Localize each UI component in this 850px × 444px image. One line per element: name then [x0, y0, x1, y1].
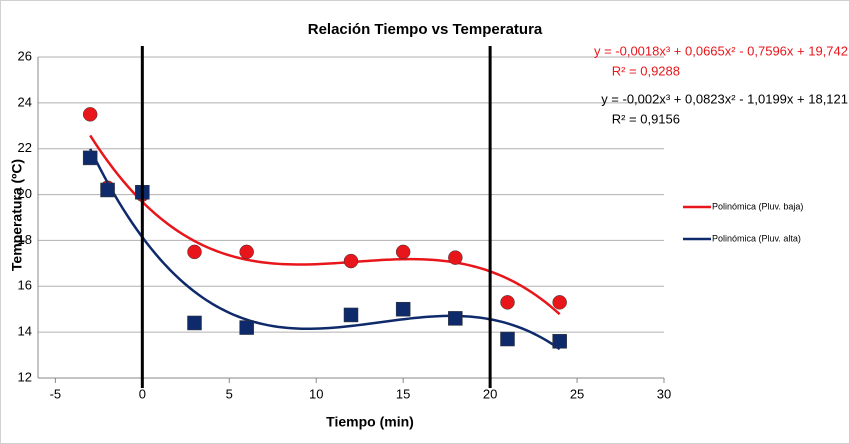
x-tick-label: 20: [483, 386, 497, 401]
x-tick-label: 5: [226, 386, 233, 401]
y-tick-label: 26: [18, 48, 32, 63]
y-tick-label: 22: [18, 140, 32, 155]
data-point: [239, 244, 254, 260]
y-tick-label: 18: [18, 232, 32, 247]
chart-title: Relación Tiempo vs Temperatura: [308, 21, 543, 38]
data-point: [82, 107, 98, 122]
y-tick-label: 24: [18, 94, 32, 109]
data-point: [500, 331, 515, 347]
data-point: [500, 295, 515, 310]
x-tick-label: 0: [139, 386, 146, 401]
x-tick-label: -5: [50, 386, 62, 401]
data-point: [343, 307, 359, 323]
data-point: [552, 334, 567, 349]
x-axis-label: Tiempo (min): [326, 414, 414, 430]
data-point: [239, 320, 254, 335]
trend-r2: R² = 0,9288: [612, 63, 680, 78]
y-tick-label: 14: [18, 324, 32, 339]
trend-r2: R² = 0,9156: [612, 111, 680, 126]
data-point: [82, 150, 98, 166]
x-tick-label: 30: [657, 386, 671, 401]
y-tick-label: 20: [18, 186, 32, 201]
data-point: [395, 301, 411, 317]
trend-equation: y = -0,002x³ + 0,0823x² - 1,0199x + 18,1…: [601, 91, 848, 106]
data-point: [448, 250, 463, 265]
trend-equation: y = -0,0018x³ + 0,0665x² - 0,7596x + 19,…: [594, 43, 848, 58]
data-point: [187, 315, 202, 331]
data-point: [100, 182, 115, 198]
data-point: [448, 311, 463, 326]
x-tick-label: 25: [570, 386, 584, 401]
data-point: [343, 253, 359, 269]
trendline: [89, 134, 561, 316]
data-point: [187, 244, 202, 260]
legend-label: Polinómica (Pluv. baja): [712, 201, 803, 211]
legend-label: Polinómica (Pluv. alta): [712, 233, 801, 243]
y-tick-label: 12: [18, 369, 32, 384]
data-point: [552, 295, 567, 310]
x-tick-label: 15: [396, 386, 410, 401]
trendline: [89, 148, 561, 351]
y-axis-label: Temperatura (ºC): [9, 159, 25, 271]
x-tick-label: 10: [309, 386, 323, 401]
data-point: [395, 244, 411, 260]
y-tick-label: 16: [18, 278, 32, 293]
